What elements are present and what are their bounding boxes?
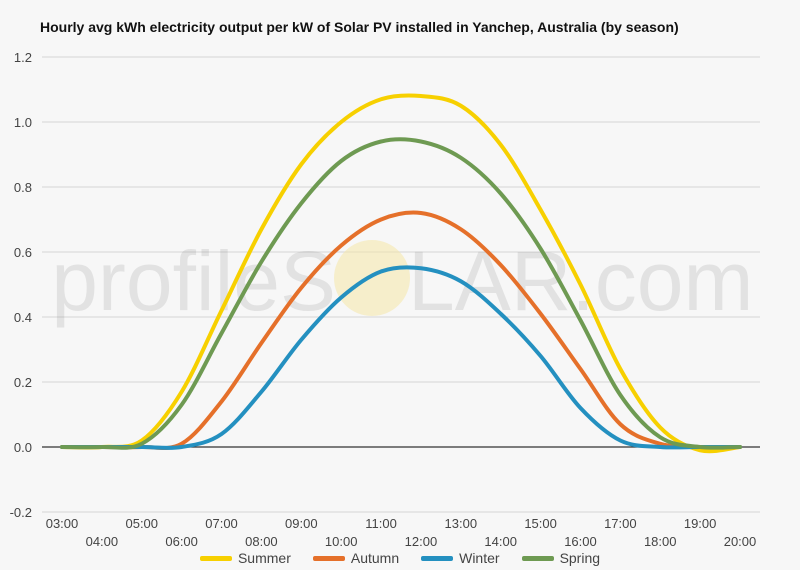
series-lines: [60, 93, 742, 454]
legend-swatch: [312, 555, 345, 561]
legend-item-spring[interactable]: Spring: [521, 550, 601, 566]
legend: Summer Autumn Winter Spring: [0, 550, 800, 566]
chart-title: Hourly avg kWh electricity output per kW…: [40, 19, 679, 35]
y-tick-label: -0.2: [10, 505, 32, 520]
y-tick-label: 0.6: [14, 245, 32, 260]
x-tick-label: 08:00: [245, 534, 278, 549]
legend-item-autumn[interactable]: Autumn: [312, 550, 400, 566]
x-tick-label: 20:00: [724, 534, 757, 549]
x-tick-label: 06:00: [165, 534, 198, 549]
watermark: profileS LAR.com: [51, 234, 753, 328]
legend-swatch: [199, 555, 232, 561]
y-tick-label: 1.2: [14, 50, 32, 65]
x-tick-label: 09:00: [285, 516, 318, 531]
x-tick-label: 12:00: [405, 534, 438, 549]
legend-label: Spring: [559, 550, 601, 566]
legend-item-winter[interactable]: Winter: [421, 550, 500, 566]
y-tick-label: 0.2: [14, 375, 32, 390]
x-tick-label: 05:00: [125, 516, 158, 531]
legend-label: Summer: [237, 550, 291, 566]
y-tick-label: 0.0: [14, 440, 32, 455]
x-tick-label: 14:00: [484, 534, 517, 549]
legend-item-summer[interactable]: Summer: [199, 550, 291, 566]
series-line-summer: [60, 93, 742, 454]
grid-lines: [42, 56, 760, 513]
legend-label: Autumn: [350, 550, 400, 566]
x-tick-label: 18:00: [644, 534, 677, 549]
series-line-winter: [60, 265, 742, 450]
x-tick-label: 03:00: [46, 516, 79, 531]
x-tick-label: 15:00: [524, 516, 557, 531]
watermark-sun-icon: [334, 240, 410, 316]
x-tick-label: 19:00: [684, 516, 717, 531]
x-tick-label: 16:00: [564, 534, 597, 549]
y-tick-label: 1.0: [14, 115, 32, 130]
y-tick-label: 0.8: [14, 180, 32, 195]
x-tick-label: 10:00: [325, 534, 358, 549]
series-line-spring: [60, 137, 742, 450]
watermark-text-left: profileS: [51, 234, 336, 328]
series-line-autumn: [60, 210, 742, 451]
y-tick-label: 0.4: [14, 310, 32, 325]
x-tick-label: 04:00: [86, 534, 119, 549]
x-tick-label: 17:00: [604, 516, 637, 531]
x-tick-label: 07:00: [205, 516, 238, 531]
legend-label: Winter: [459, 550, 500, 566]
legend-swatch: [521, 555, 554, 561]
x-tick-label: 13:00: [445, 516, 478, 531]
x-tick-label: 11:00: [365, 516, 397, 531]
legend-swatch: [421, 555, 454, 561]
